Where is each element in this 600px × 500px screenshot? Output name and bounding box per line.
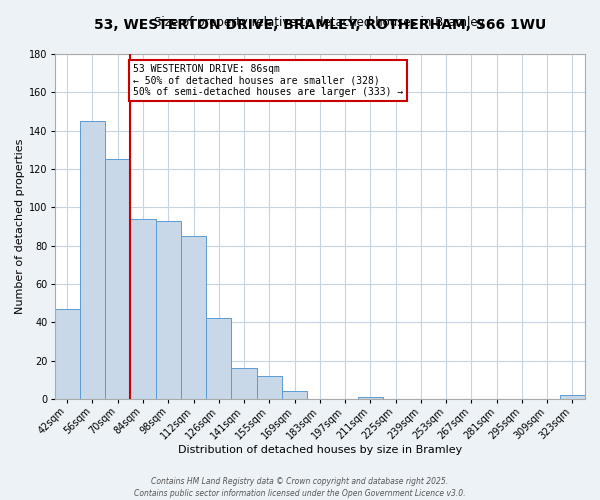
Bar (55, 309, 80, 399)
Bar (282, 391, 307, 399)
Bar (206, 318, 232, 399)
Bar (80, 121, 105, 399)
Bar (130, 219, 155, 399)
Bar (155, 220, 181, 399)
Text: Contains HM Land Registry data © Crown copyright and database right 2025.
Contai: Contains HM Land Registry data © Crown c… (134, 476, 466, 498)
Bar (358, 397, 383, 399)
Bar (232, 368, 257, 399)
Bar (560, 395, 585, 399)
Y-axis label: Number of detached properties: Number of detached properties (15, 139, 25, 314)
Bar (181, 236, 206, 399)
Bar (257, 376, 282, 399)
Title: Size of property relative to detached houses in Bramley: Size of property relative to detached ho… (154, 16, 485, 29)
X-axis label: Distribution of detached houses by size in Bramley: Distribution of detached houses by size … (178, 445, 462, 455)
Text: 53, WESTERTON DRIVE, BRAMLEY, ROTHERHAM, S66 1WU: 53, WESTERTON DRIVE, BRAMLEY, ROTHERHAM,… (94, 18, 546, 32)
Text: 53 WESTERTON DRIVE: 86sqm
← 50% of detached houses are smaller (328)
50% of semi: 53 WESTERTON DRIVE: 86sqm ← 50% of detac… (133, 64, 403, 97)
Bar (105, 160, 130, 399)
